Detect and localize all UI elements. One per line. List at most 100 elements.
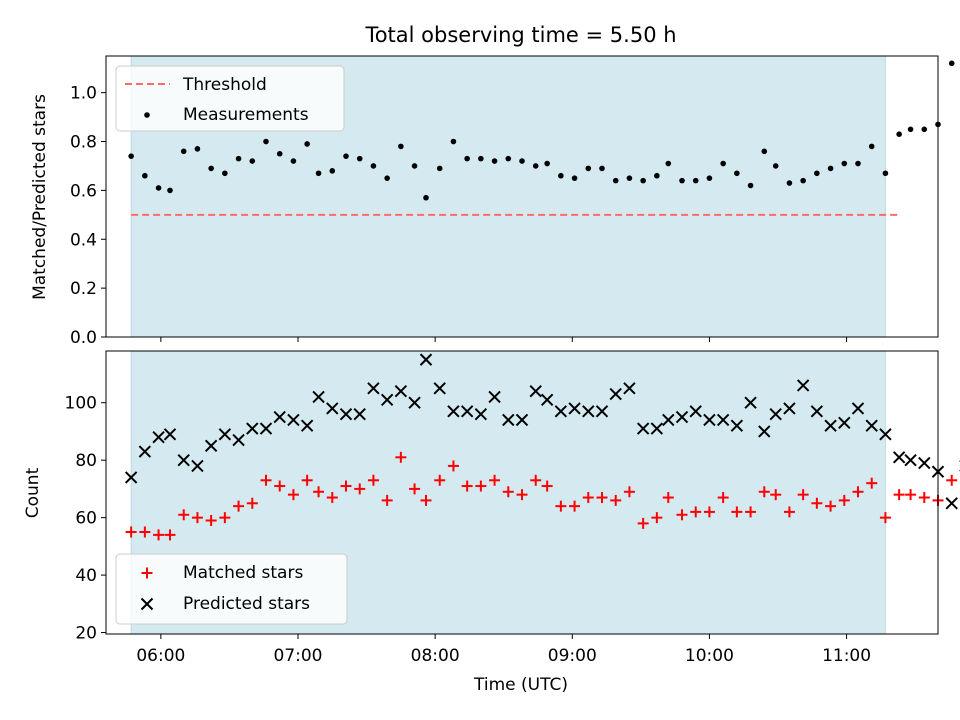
- matched-star-point: [447, 460, 459, 472]
- predicted-star-point-b: [582, 405, 595, 418]
- predicted-star-point: [353, 408, 366, 421]
- predicted-star-point-b: [232, 433, 245, 447]
- legend-predicted-label: Predicted stars: [183, 594, 310, 614]
- bottom-legend-box: [115, 553, 348, 625]
- measurement-point: [907, 126, 914, 133]
- measurement-point: [841, 160, 848, 167]
- matched-star-point: [866, 477, 878, 489]
- predicted-star-point-b: [540, 393, 554, 407]
- measurement-point: [896, 131, 902, 137]
- measurement-point: [249, 158, 256, 164]
- legend-x-marker-b: [140, 597, 154, 611]
- matched-star-point: [610, 494, 622, 506]
- predicted-star-point: [259, 422, 273, 435]
- predicted-star-point: [662, 413, 675, 427]
- predicted-star-point-b: [689, 405, 702, 418]
- measurement-point: [599, 165, 605, 172]
- top-y-axis-label: Matched/Predicted stars: [30, 94, 50, 300]
- predicted-star-point-b: [851, 402, 865, 415]
- measurement-point: [290, 158, 297, 164]
- predicted-star-point-b: [259, 422, 273, 435]
- measurement-point: [786, 180, 793, 186]
- predicted-star-point: [838, 416, 851, 430]
- matched-star-point: [662, 492, 674, 504]
- measurement-point: [180, 148, 187, 155]
- top-plot-frame: [105, 55, 939, 338]
- matched-star-point: [825, 500, 837, 512]
- top-y-tick-label: 0.4: [70, 230, 97, 250]
- predicted-star-point-b: [408, 396, 421, 409]
- predicted-star-point-b: [246, 422, 259, 435]
- predicted-star-point: [246, 422, 259, 435]
- bottom-y-tick-label: 60: [75, 509, 97, 529]
- predicted-star-point-b: [124, 471, 138, 484]
- predicted-star-point-b: [300, 419, 314, 432]
- matched-star-point: [395, 451, 407, 463]
- matched-star-point: [489, 474, 501, 486]
- matched-star-point: [153, 529, 165, 541]
- predicted-star-point-b: [662, 413, 675, 427]
- predicted-star-point-b: [865, 419, 878, 432]
- predicted-star-point: [312, 390, 325, 404]
- matched-star-point: [354, 483, 366, 495]
- matched-star-point: [811, 497, 823, 509]
- matched-star-point: [287, 489, 299, 501]
- predicted-star-point: [945, 497, 958, 510]
- matched-star-point: [274, 480, 286, 492]
- top-x-ticks: [160, 337, 848, 342]
- predicted-star-point: [232, 433, 245, 447]
- predicted-star-point-b: [838, 416, 851, 430]
- predicted-star-point: [540, 393, 554, 407]
- predicted-star-point: [124, 471, 138, 484]
- measurement-point: [208, 165, 214, 172]
- measurement-point: [356, 155, 363, 162]
- x-tick-label: 07:00: [274, 646, 323, 666]
- matched-star-point: [690, 506, 702, 518]
- predicted-star-point-b: [218, 428, 232, 441]
- measurement-point: [235, 155, 242, 162]
- measurement-point: [384, 175, 390, 181]
- predicted-star-point: [152, 430, 165, 444]
- measurement-point: [491, 158, 498, 164]
- predicted-star-point-b: [675, 410, 689, 424]
- predicted-star-point: [650, 422, 664, 435]
- measurement-point: [450, 138, 457, 145]
- bottom-y-tick-label: 80: [75, 451, 97, 471]
- measurement-point: [720, 160, 726, 167]
- predicted-star-point: [300, 419, 314, 432]
- measurement-point: [640, 177, 646, 184]
- predicted-star-point-b: [287, 413, 300, 427]
- predicted-star-point-b: [312, 390, 325, 404]
- matched-star-point: [651, 512, 663, 524]
- predicted-star-point: [474, 408, 488, 421]
- predicted-star-point: [367, 382, 380, 395]
- top-legend-box: [115, 65, 345, 132]
- predicted-star-point-b: [191, 459, 204, 473]
- matched-star-point: [905, 489, 917, 501]
- measurement-point: [882, 170, 889, 177]
- matched-star-point: [893, 489, 905, 501]
- measurement-point: [329, 168, 336, 174]
- predicted-star-point: [689, 405, 702, 418]
- matched-star-point: [852, 486, 864, 498]
- matched-star-point: [233, 500, 245, 512]
- matched-star-point: [596, 492, 608, 504]
- predicted-star-point-b: [204, 439, 218, 453]
- predicted-star-point-b: [433, 382, 446, 395]
- measurement-point: [370, 163, 377, 169]
- measurement-point: [343, 153, 349, 159]
- predicted-star-point: [769, 408, 782, 421]
- predicted-star-point-b: [758, 425, 771, 438]
- predicted-star-point: [851, 402, 865, 415]
- measurement-point: [571, 175, 578, 181]
- measurement-point: [706, 175, 713, 181]
- matched-star-point: [219, 512, 231, 524]
- predicted-star-point: [609, 387, 622, 401]
- measurement-point: [276, 150, 283, 157]
- predicted-star-point-b: [488, 390, 501, 404]
- predicted-star-point-b: [273, 410, 286, 424]
- predicted-star-point: [623, 382, 636, 395]
- matched-star-point: [569, 500, 581, 512]
- predicted-star-point-b: [326, 402, 339, 415]
- top-legend: Threshold Measurements: [115, 65, 345, 132]
